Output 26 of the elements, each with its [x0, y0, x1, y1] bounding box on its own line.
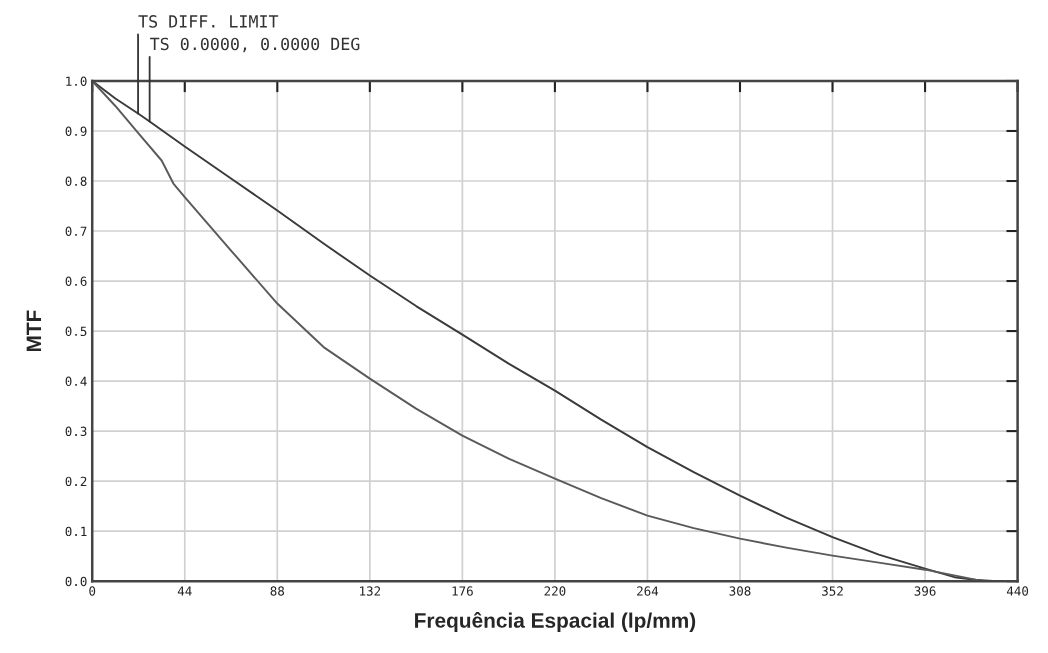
- x-tick-label: 176: [452, 586, 473, 596]
- annotation: TS DIFF. LIMIT: [138, 15, 279, 28]
- y-tick-label: 0.8: [65, 176, 87, 186]
- y-tick-label: 0.2: [65, 476, 87, 487]
- x-tick-label: 0: [89, 586, 96, 596]
- annotation: TS 0.0000, 0.0000 DEG: [150, 37, 360, 53]
- x-tick-label: 352: [822, 586, 843, 596]
- x-axis-title: Frequência Espacial (lp/mm): [415, 612, 696, 632]
- y-tick-label: 1.0: [66, 76, 87, 86]
- x-tick-label: 308: [729, 586, 751, 596]
- y-tick-label: 0.0: [65, 576, 87, 587]
- x-tick-label: 220: [544, 586, 566, 596]
- y-tick-label: 0.4: [65, 376, 87, 387]
- y-tick-label: 0.3: [65, 426, 87, 437]
- y-tick-label: 0.6: [65, 276, 87, 287]
- y-tick-label: 0.7: [65, 226, 87, 236]
- x-tick-label: 264: [637, 586, 659, 596]
- x-tick-label: 396: [914, 586, 936, 596]
- x-tick-label: 44: [177, 586, 192, 596]
- x-tick-label: 88: [270, 586, 285, 596]
- y-axis-title: MTF: [26, 310, 42, 352]
- y-tick-label: 0.5: [65, 326, 87, 337]
- x-tick-label: 132: [360, 586, 381, 596]
- y-tick-label: 0.9: [65, 126, 87, 136]
- x-tick-label: 440: [1006, 586, 1029, 596]
- y-tick-label: 0.1: [65, 526, 87, 537]
